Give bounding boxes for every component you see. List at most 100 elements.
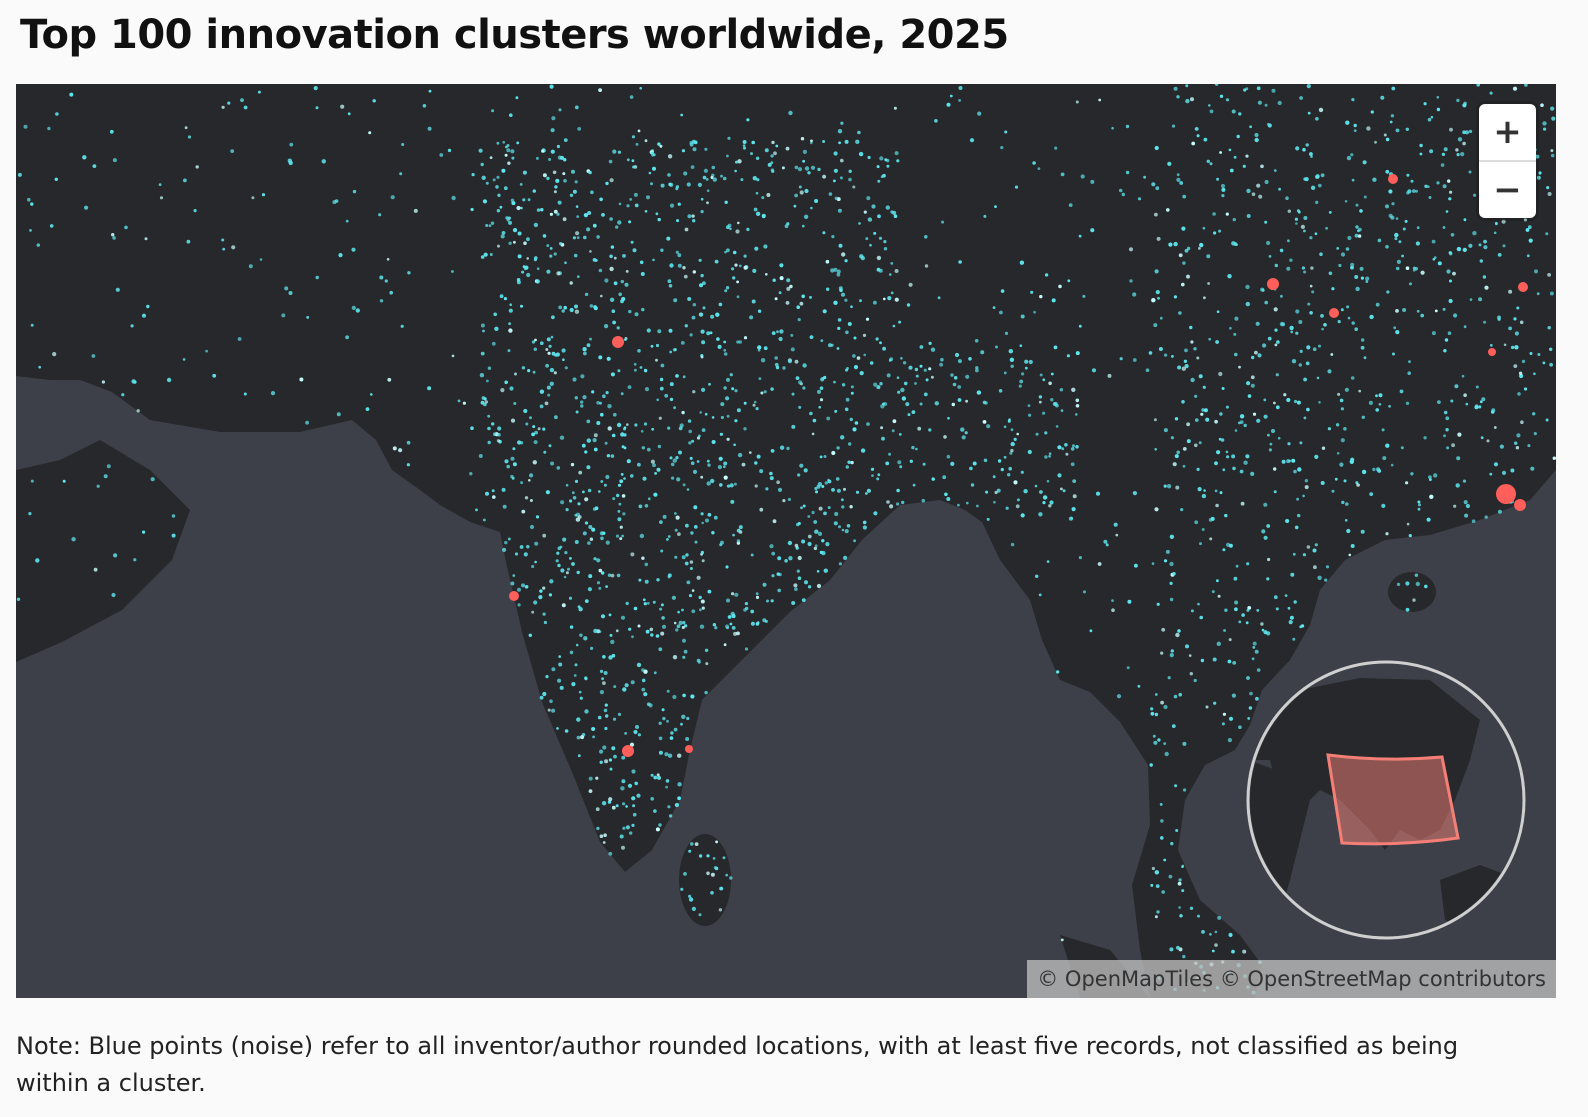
- zoom-out-button[interactable]: −: [1479, 160, 1536, 218]
- noise-point: [1524, 84, 1528, 87]
- noise-point: [623, 426, 627, 430]
- noise-point: [524, 265, 529, 270]
- noise-point: [1154, 212, 1158, 217]
- noise-point: [629, 742, 635, 747]
- noise-point: [690, 694, 695, 699]
- noise-point: [1234, 600, 1239, 605]
- noise-point: [574, 396, 578, 400]
- cluster-point[interactable]: [685, 745, 693, 753]
- noise-point: [786, 286, 791, 291]
- noise-point: [668, 284, 673, 288]
- noise-point: [541, 149, 545, 153]
- noise-point: [744, 602, 749, 606]
- noise-point: [674, 802, 680, 808]
- noise-point: [741, 462, 746, 467]
- noise-point: [1016, 498, 1020, 502]
- noise-point: [556, 271, 561, 276]
- noise-point: [841, 252, 846, 257]
- noise-point: [1502, 244, 1506, 248]
- noise-point: [610, 573, 615, 578]
- cluster-point[interactable]: [1496, 484, 1516, 504]
- noise-point: [733, 631, 738, 636]
- noise-point: [1010, 441, 1015, 447]
- noise-point: [930, 375, 934, 379]
- cluster-points-layer[interactable]: [509, 174, 1528, 757]
- noise-point: [1273, 595, 1278, 600]
- cluster-point[interactable]: [1329, 308, 1339, 318]
- noise-point: [1075, 100, 1079, 104]
- noise-point: [797, 473, 801, 477]
- noise-point: [1545, 232, 1549, 236]
- noise-point: [1357, 229, 1360, 233]
- noise-point: [497, 426, 502, 431]
- noise-point: [976, 504, 979, 508]
- noise-point: [560, 500, 565, 505]
- noise-point: [587, 488, 592, 493]
- noise-point: [677, 610, 680, 614]
- cluster-point[interactable]: [1488, 348, 1496, 356]
- noise-point: [496, 141, 500, 145]
- noise-point: [692, 390, 696, 394]
- noise-point: [727, 136, 731, 140]
- noise-point: [753, 400, 757, 404]
- noise-point: [112, 236, 116, 240]
- noise-point: [1121, 192, 1126, 197]
- cluster-point[interactable]: [509, 591, 519, 601]
- noise-point: [736, 631, 740, 636]
- cluster-point[interactable]: [1518, 282, 1528, 292]
- noise-point: [618, 292, 622, 297]
- cluster-point[interactable]: [622, 745, 634, 757]
- noise-point: [1303, 416, 1307, 420]
- noise-point: [1046, 479, 1050, 483]
- noise-point: [1003, 425, 1007, 429]
- noise-point: [558, 305, 563, 310]
- noise-point: [1383, 133, 1387, 137]
- cluster-point[interactable]: [1514, 499, 1526, 511]
- zoom-in-button[interactable]: +: [1479, 104, 1536, 160]
- noise-point: [1299, 441, 1303, 445]
- inset-view-extent: [1326, 753, 1460, 846]
- noise-point: [1429, 149, 1434, 154]
- map-attribution[interactable]: © OpenMapTiles © OpenStreetMap contribut…: [1027, 960, 1556, 998]
- noise-point: [588, 525, 593, 529]
- noise-point: [1362, 160, 1367, 165]
- noise-point: [763, 244, 768, 249]
- map-layer[interactable]: [16, 84, 1556, 998]
- noise-point: [113, 553, 118, 558]
- noise-point: [718, 302, 723, 307]
- noise-point: [1151, 562, 1155, 565]
- noise-point: [384, 279, 388, 283]
- noise-point: [602, 655, 606, 659]
- noise-point: [752, 268, 757, 273]
- noise-point: [616, 573, 621, 578]
- noise-point: [483, 252, 488, 257]
- noise-point: [1514, 441, 1518, 445]
- noise-point: [1005, 506, 1009, 510]
- cluster-point[interactable]: [612, 336, 624, 348]
- noise-point: [690, 531, 694, 535]
- noise-point: [580, 404, 584, 408]
- noise-point: [1072, 494, 1077, 499]
- noise-point: [1287, 442, 1291, 446]
- noise-point: [287, 158, 292, 163]
- inset-globe-outline: [1246, 660, 1526, 940]
- map-canvas[interactable]: + − © OpenMapTiles © OpenStreetMap contr…: [16, 84, 1556, 998]
- noise-point: [1462, 141, 1466, 146]
- noise-point: [509, 386, 514, 391]
- noise-point: [1071, 507, 1076, 512]
- cluster-point[interactable]: [1267, 278, 1279, 290]
- noise-point: [726, 598, 730, 603]
- cluster-point[interactable]: [1388, 174, 1398, 184]
- noise-point: [1267, 336, 1272, 341]
- noise-point: [621, 845, 625, 850]
- noise-point: [1392, 352, 1395, 356]
- noise-point: [1432, 258, 1436, 261]
- noise-point: [798, 405, 802, 409]
- noise-point: [653, 153, 656, 157]
- noise-point: [919, 364, 923, 368]
- noise-point: [572, 236, 577, 240]
- noise-point: [757, 349, 761, 352]
- noise-point: [1010, 542, 1015, 547]
- noise-point: [639, 260, 644, 265]
- noise-point: [1428, 475, 1432, 479]
